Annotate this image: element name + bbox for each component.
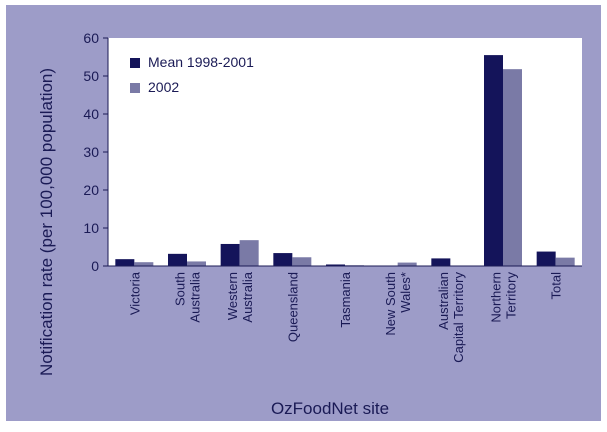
- bar-mean: [537, 252, 556, 266]
- y-tick-label: 10: [83, 220, 99, 236]
- legend-swatch-2002: [130, 83, 140, 93]
- x-tick-label: Queensland: [285, 272, 300, 342]
- x-tick-label: Victoria: [127, 271, 142, 315]
- legend-swatch-mean: [130, 58, 140, 68]
- y-tick-label: 40: [83, 106, 99, 122]
- y-axis-title: Notification rate (per 100,000 populatio…: [37, 68, 56, 376]
- bar-mean: [273, 253, 292, 266]
- y-tick-label: 0: [91, 258, 99, 274]
- bar-mean: [168, 254, 187, 266]
- x-axis-title: OzFoodNet site: [271, 399, 389, 418]
- x-tick-label: Capital Territory: [451, 272, 466, 363]
- x-tick-label: Western: [225, 272, 240, 320]
- bar-mean: [484, 55, 503, 266]
- bar-2002: [187, 261, 206, 266]
- bar-2002: [240, 240, 259, 266]
- y-tick-label: 50: [83, 68, 99, 84]
- bar-2002: [556, 258, 575, 266]
- x-tick-label: New South: [383, 272, 398, 336]
- x-tick-label: Australia: [240, 271, 255, 322]
- x-tick-label: Wales*: [398, 272, 413, 313]
- bar-2002: [292, 257, 311, 266]
- bar-2002: [503, 69, 522, 266]
- y-tick-label: 60: [83, 30, 99, 46]
- bar-mean: [221, 244, 240, 266]
- bar-mean: [431, 258, 450, 266]
- y-tick-label: 20: [83, 182, 99, 198]
- x-tick-label: Australian: [436, 272, 451, 330]
- x-tick-label: Australia: [188, 271, 203, 322]
- bar-mean: [115, 259, 134, 266]
- x-tick-label: Northern: [489, 272, 504, 323]
- x-tick-label: Territory: [504, 272, 519, 319]
- x-tick-label: South: [173, 272, 188, 306]
- x-tick-label: Total: [549, 272, 564, 300]
- x-tick-label: Tasmania: [338, 271, 353, 327]
- bar-2002: [134, 262, 153, 266]
- y-tick-label: 30: [83, 144, 99, 160]
- bar-2002: [398, 263, 417, 266]
- legend-label-2002: 2002: [148, 79, 179, 95]
- legend-label-mean: Mean 1998-2001: [148, 54, 254, 70]
